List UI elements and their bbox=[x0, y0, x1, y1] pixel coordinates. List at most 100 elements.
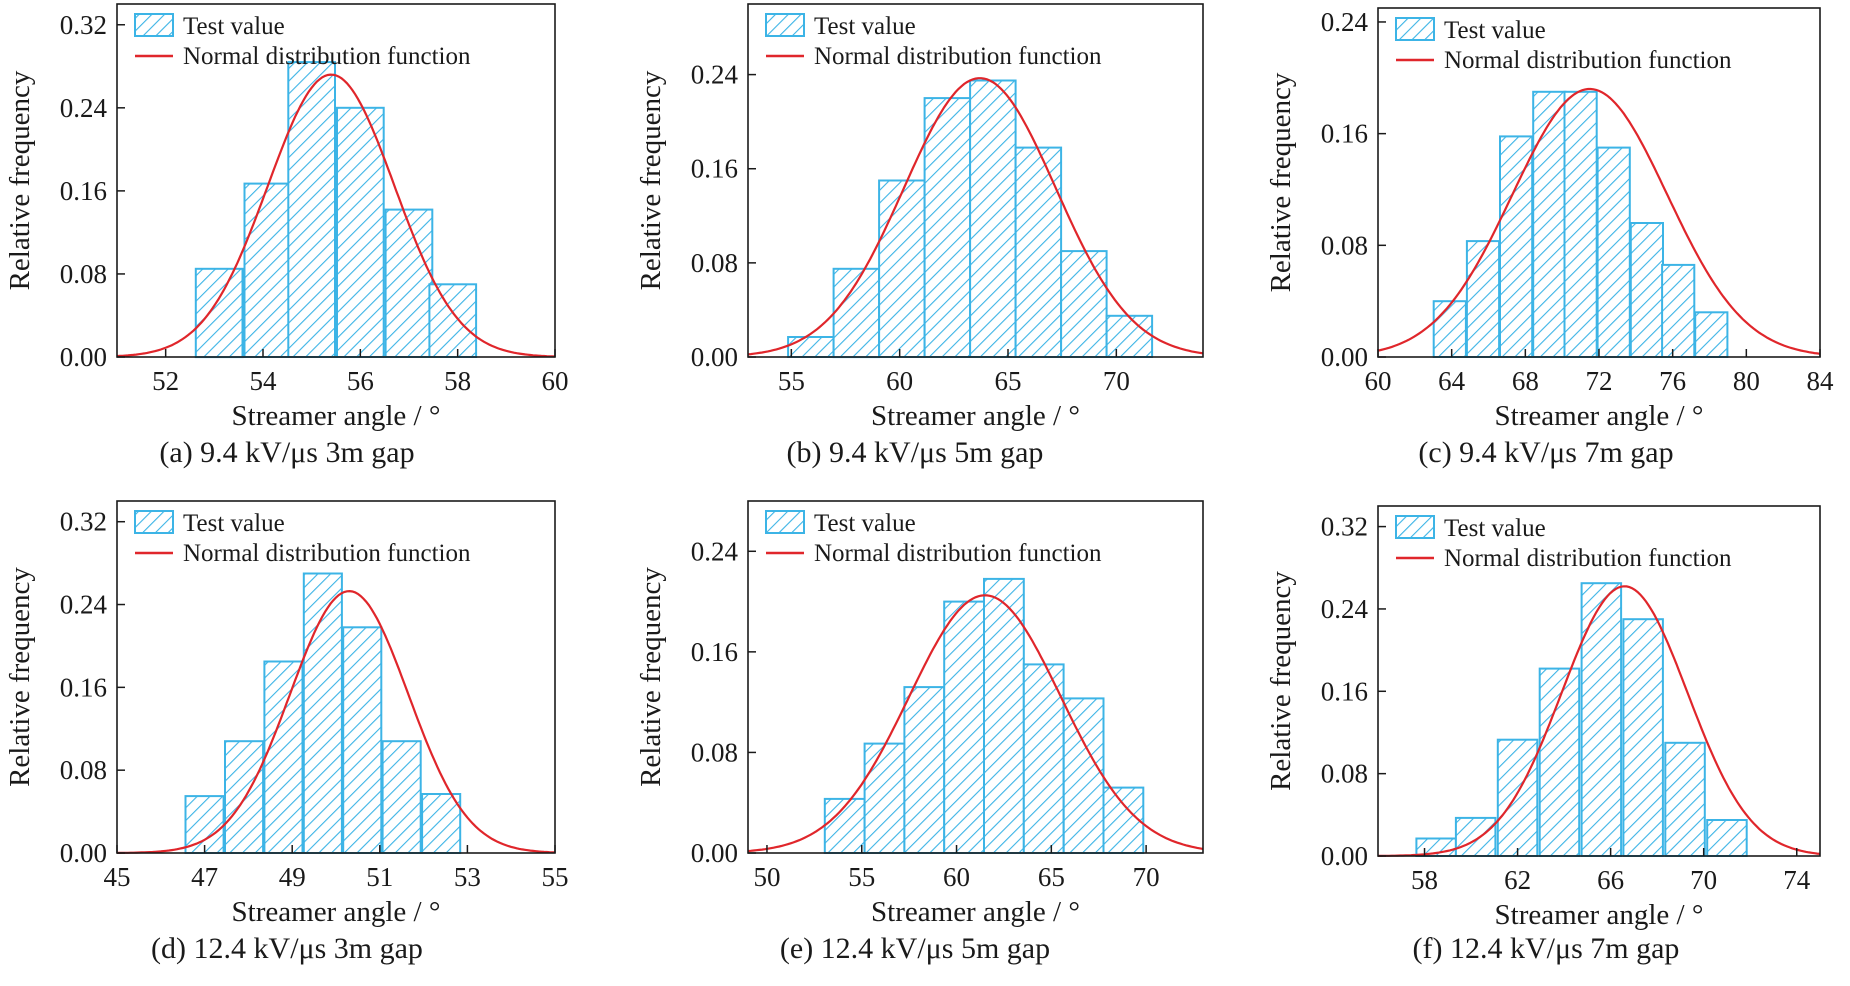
legend: Test value Normal distribution function bbox=[134, 510, 471, 567]
x-tick-label: 76 bbox=[1659, 366, 1686, 396]
x-tick-label: 60 bbox=[542, 366, 569, 396]
x-tick-label: 45 bbox=[104, 862, 131, 892]
y-tick-label: 0.16 bbox=[60, 176, 107, 206]
y-tick-label: 0.24 bbox=[691, 60, 739, 90]
x-tick-label: 50 bbox=[753, 862, 780, 892]
x-tick-label: 65 bbox=[995, 366, 1022, 396]
y-tick-label: 0.16 bbox=[60, 672, 107, 702]
plot-frame bbox=[116, 3, 556, 358]
y-tick-label: 0.00 bbox=[60, 838, 107, 868]
y-tick-label: 0.08 bbox=[691, 737, 738, 767]
histogram-bar bbox=[1661, 263, 1696, 358]
y-tick-label: 0.32 bbox=[1321, 512, 1368, 542]
y-tick-label: 0.16 bbox=[691, 154, 738, 184]
y-axis-label: Relative frequency bbox=[635, 70, 667, 290]
legend-label-test-value: Test value bbox=[1444, 17, 1546, 44]
histogram-bar bbox=[1105, 314, 1154, 358]
y-axis-label: Relative frequency bbox=[1265, 571, 1297, 791]
x-tick-label: 60 bbox=[943, 862, 970, 892]
plot-frame bbox=[747, 500, 1204, 854]
normal-distribution-curve bbox=[1378, 585, 1821, 857]
y-tick-label: 0.24 bbox=[1321, 7, 1369, 37]
bars-group bbox=[787, 79, 1154, 359]
x-tick-label: 49 bbox=[279, 862, 306, 892]
x-tick-label: 54 bbox=[250, 366, 278, 396]
plot-frame bbox=[116, 500, 556, 854]
histogram-bar bbox=[263, 660, 304, 854]
histogram-bar bbox=[863, 742, 906, 854]
y-tick-label: 0.00 bbox=[1321, 342, 1368, 372]
chart-panel-3: 60 64 68 72 76 80 84 0.00 0.08 0.16 0.24 Streamer a… bbox=[1265, 7, 1834, 469]
histogram-bar bbox=[1102, 786, 1145, 854]
y-tick-label: 0.32 bbox=[60, 10, 107, 40]
x-tick-label: 55 bbox=[778, 366, 805, 396]
x-tick-label: 56 bbox=[347, 366, 374, 396]
legend-label-normal-curve: Normal distribution function bbox=[814, 540, 1102, 567]
bars-group bbox=[194, 61, 478, 359]
x-axis-label: Streamer angle / ° bbox=[232, 896, 441, 928]
y-tick-label: 0.24 bbox=[60, 590, 108, 620]
histogram-bar bbox=[287, 61, 336, 358]
panel-caption: (b) 9.4 kV/μs 5m gap bbox=[787, 436, 1044, 469]
legend: Test value Normal distribution function bbox=[1395, 17, 1732, 74]
histogram-bar bbox=[428, 283, 478, 358]
y-axis-label: Relative frequency bbox=[1265, 72, 1297, 292]
histogram-bar bbox=[1014, 146, 1063, 358]
x-tick-label: 51 bbox=[366, 862, 393, 892]
x-tick-label: 74 bbox=[1783, 865, 1811, 895]
x-tick-label: 70 bbox=[1133, 862, 1160, 892]
chart-panel-1: 52 54 56 58 60 0.00 0.08 0.16 0.24 0.32 Streamer a… bbox=[4, 3, 569, 469]
histogram-bar bbox=[342, 626, 383, 854]
histogram-bar bbox=[1694, 311, 1729, 358]
x-tick-label: 58 bbox=[1411, 865, 1438, 895]
legend-swatch-bar bbox=[1395, 515, 1435, 539]
histogram-bar bbox=[384, 208, 434, 358]
x-tick-label: 55 bbox=[848, 862, 875, 892]
histogram-bar bbox=[381, 740, 422, 855]
x-tick-label: 62 bbox=[1504, 865, 1531, 895]
histogram-bar bbox=[243, 182, 293, 358]
normal-distribution-curve bbox=[747, 77, 1204, 356]
y-tick-label: 0.00 bbox=[691, 838, 738, 868]
histogram-bar bbox=[878, 179, 926, 358]
legend-swatch-bar bbox=[134, 13, 174, 37]
x-axis-label: Streamer angle / ° bbox=[871, 400, 1080, 432]
histogram-bar bbox=[1499, 135, 1534, 358]
chart-panel-4: 45 47 49 51 53 55 0.00 0.08 0.16 0.24 0.32 Streamer… bbox=[4, 500, 569, 965]
y-tick-label: 0.16 bbox=[691, 637, 738, 667]
legend-label-normal-curve: Normal distribution function bbox=[183, 43, 471, 70]
x-tick-label: 55 bbox=[542, 862, 569, 892]
histogram-bar bbox=[1022, 663, 1065, 855]
x-tick-label: 65 bbox=[1038, 862, 1065, 892]
x-tick-label: 72 bbox=[1586, 366, 1613, 396]
histogram-bar bbox=[1596, 146, 1631, 358]
legend: Test value Normal distribution function bbox=[765, 13, 1102, 70]
y-tick-label: 0.24 bbox=[60, 93, 108, 123]
y-tick-label: 0.00 bbox=[60, 342, 107, 372]
legend: Test value Normal distribution function bbox=[134, 13, 471, 70]
plot-frame bbox=[1377, 505, 1821, 857]
legend-swatch-bar bbox=[134, 510, 174, 534]
y-tick-label: 0.24 bbox=[691, 536, 739, 566]
x-tick-label: 68 bbox=[1512, 366, 1539, 396]
histogram-bar bbox=[1538, 667, 1581, 857]
legend-swatch-bar bbox=[1395, 17, 1435, 41]
histogram-bar bbox=[1465, 240, 1501, 359]
histogram-bar bbox=[1664, 741, 1706, 857]
legend-label-normal-curve: Normal distribution function bbox=[1444, 545, 1732, 572]
histogram-bar bbox=[1580, 582, 1623, 857]
y-axis-label: Relative frequency bbox=[635, 567, 667, 787]
histogram-bar bbox=[1454, 816, 1497, 858]
x-tick-label: 60 bbox=[886, 366, 913, 396]
histogram-bar bbox=[903, 686, 946, 854]
x-tick-label: 53 bbox=[454, 862, 481, 892]
legend-swatch-bar bbox=[765, 510, 805, 534]
panel-caption: (a) 9.4 kV/μs 3m gap bbox=[159, 436, 414, 469]
histogram-bar bbox=[787, 336, 835, 358]
x-tick-label: 47 bbox=[191, 862, 218, 892]
histogram-bar bbox=[1496, 738, 1539, 858]
x-tick-label: 64 bbox=[1438, 366, 1466, 396]
y-tick-label: 0.00 bbox=[691, 342, 738, 372]
chart-panel-5: 50 55 60 65 70 0.00 0.08 0.16 0.24 Streamer angle… bbox=[635, 500, 1204, 965]
legend-label-normal-curve: Normal distribution function bbox=[183, 540, 471, 567]
